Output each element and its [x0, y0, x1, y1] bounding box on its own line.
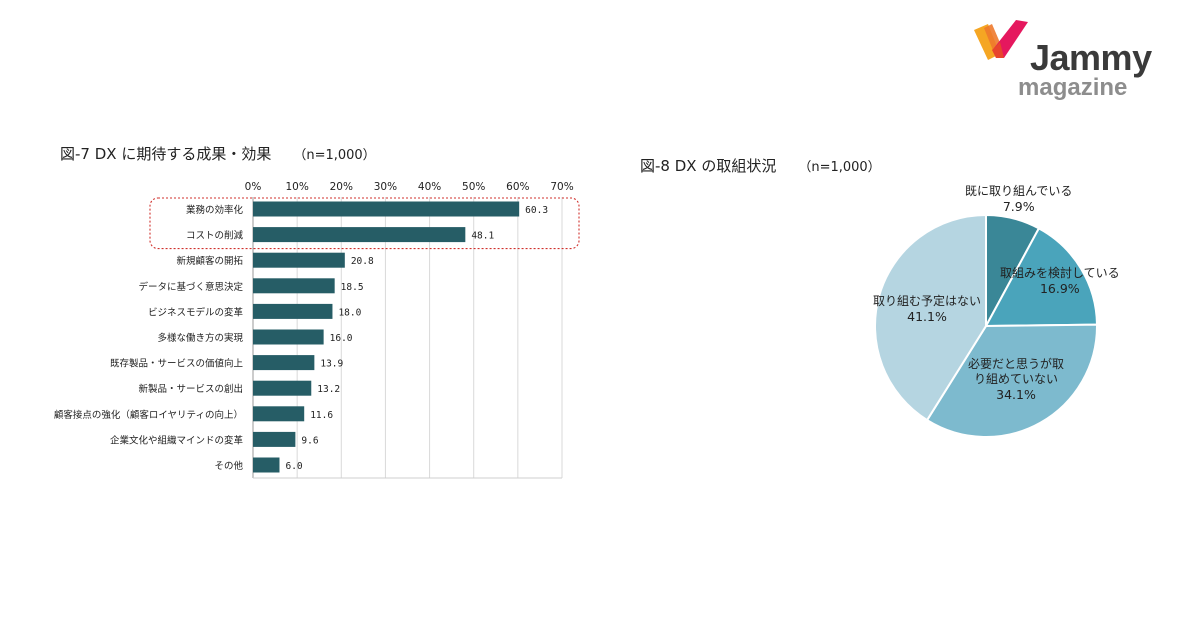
pie-slice-name: 既に取り組んでいる [965, 184, 1073, 198]
pie-chart-title-text: 図-8 DX の取組状況 [640, 157, 777, 175]
category-label: ビジネスモデルの変革 [148, 306, 244, 318]
x-tick-label: 30% [374, 181, 397, 193]
bar [253, 406, 305, 422]
category-label: 顧客接点の強化（顧客ロイヤリティの向上） [54, 409, 243, 421]
pie-slice-name: 取組みを検討している [1000, 266, 1120, 280]
data-label: 16.0 [330, 333, 353, 344]
data-label: 48.1 [471, 231, 494, 242]
jammy-logo-icon [974, 20, 1028, 60]
data-label: 6.0 [285, 461, 302, 472]
pie-chart-title: 図-8 DX の取組状況 （n=1,000） [640, 155, 881, 176]
brand-name: Jammy [1030, 37, 1152, 78]
category-label: データに基づく意思決定 [138, 281, 243, 293]
bar [253, 380, 312, 396]
x-tick-label: 0% [245, 181, 262, 193]
x-tick-label: 60% [506, 181, 529, 193]
pie-slice-label: 取り組む予定はない 41.1% [873, 294, 981, 324]
bar [253, 201, 520, 217]
data-label: 18.5 [341, 282, 364, 293]
bar [253, 227, 466, 243]
category-label: 業務の効率化 [186, 204, 244, 216]
category-label: 多様な働き方の実現 [157, 332, 243, 344]
pie-slice-name: 必要だと思うが取 [968, 357, 1065, 371]
data-label: 13.9 [320, 359, 343, 370]
bar-chart-sample-size: （n=1,000） [293, 148, 376, 163]
pie-slice-percent: 41.1% [907, 309, 947, 324]
pie-slice-name: 取り組む予定はない [873, 294, 982, 308]
bar [253, 329, 324, 345]
x-tick-label: 20% [330, 181, 353, 193]
pie-slice [874, 213, 987, 422]
x-tick-label: 50% [462, 181, 485, 193]
data-label: 60.3 [525, 205, 548, 216]
brand-sub: magazine [1018, 74, 1128, 101]
category-label: その他 [214, 460, 243, 472]
x-tick-label: 10% [285, 181, 308, 193]
data-label: 13.2 [317, 384, 340, 395]
bar [253, 303, 333, 319]
category-label: コストの削減 [186, 230, 244, 242]
pie-slice-label: 既に取り組んでいる 7.9% [965, 184, 1072, 214]
bar-chart-title: 図-7 DX に期待する成果・効果 （n=1,000） [60, 143, 376, 164]
pie-slice-percent: 16.9% [1039, 281, 1080, 296]
bar [253, 252, 345, 268]
category-label: 企業文化や組織マインドの変革 [110, 434, 244, 446]
brand-logo[interactable]: Jammy magazine [970, 18, 1185, 100]
pie-slice-percent: 34.1% [996, 387, 1036, 402]
bar [253, 355, 315, 371]
data-label: 18.0 [338, 307, 361, 318]
data-label: 9.6 [301, 435, 318, 446]
pie-chart-sample-size: （n=1,000） [798, 160, 881, 175]
pie-slice-name: り組めていない [974, 372, 1059, 386]
category-label: 新規顧客の開拓 [176, 255, 243, 267]
category-label: 新製品・サービスの創出 [138, 383, 243, 395]
pie-slice-label: 取組みを検討している 16.9% [1000, 266, 1120, 296]
x-tick-label: 70% [550, 181, 573, 193]
pie-slice-percent: 7.9% [1002, 199, 1035, 214]
bar [253, 431, 296, 447]
bar [253, 457, 280, 473]
bar [253, 278, 335, 294]
bar-chart: 0% 10% 20% 30% 40% 50% 60% 70% 業務の効率化 60.3 コストの削減 4… [54, 181, 580, 479]
data-label: 11.6 [310, 410, 333, 421]
bar-chart-title-text: 図-7 DX に期待する成果・効果 [60, 145, 272, 163]
x-tick-label: 40% [418, 181, 441, 193]
pie-slice [984, 227, 1099, 328]
data-label: 20.8 [351, 256, 374, 267]
pie-slice-label: 必要だと思うが取 り組めていない 34.1% [968, 357, 1064, 402]
category-label: 既存製品・サービスの価値向上 [110, 358, 244, 370]
